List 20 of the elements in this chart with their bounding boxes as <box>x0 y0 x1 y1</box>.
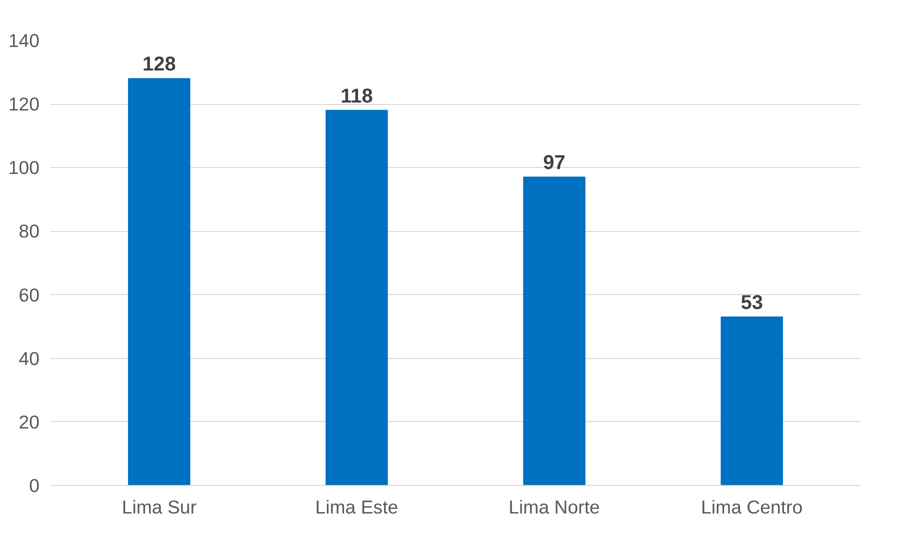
x-tick-label: Lima Este <box>315 496 398 518</box>
bar <box>720 316 783 486</box>
y-tick-label: 40 <box>18 348 40 369</box>
y-tick-label: 20 <box>18 411 40 432</box>
y-tick-label: 100 <box>8 157 40 178</box>
bar <box>128 78 190 486</box>
data-label: 53 <box>740 292 763 314</box>
y-tick-label: 0 <box>29 475 40 496</box>
y-tick-label: 80 <box>18 220 40 242</box>
data-label: 128 <box>142 54 176 76</box>
y-tick-label: 60 <box>18 284 40 306</box>
y-tick-label: 120 <box>8 94 40 115</box>
y-tick-label: 140 <box>8 30 40 51</box>
data-label: 118 <box>340 85 373 108</box>
x-tick-label: Lima Norte <box>508 496 600 518</box>
bar <box>523 176 586 486</box>
data-label: 97 <box>543 152 566 174</box>
x-tick-label: Lima Sur <box>122 496 196 518</box>
bar <box>326 110 388 486</box>
x-tick-label: Lima Centro <box>701 496 803 518</box>
